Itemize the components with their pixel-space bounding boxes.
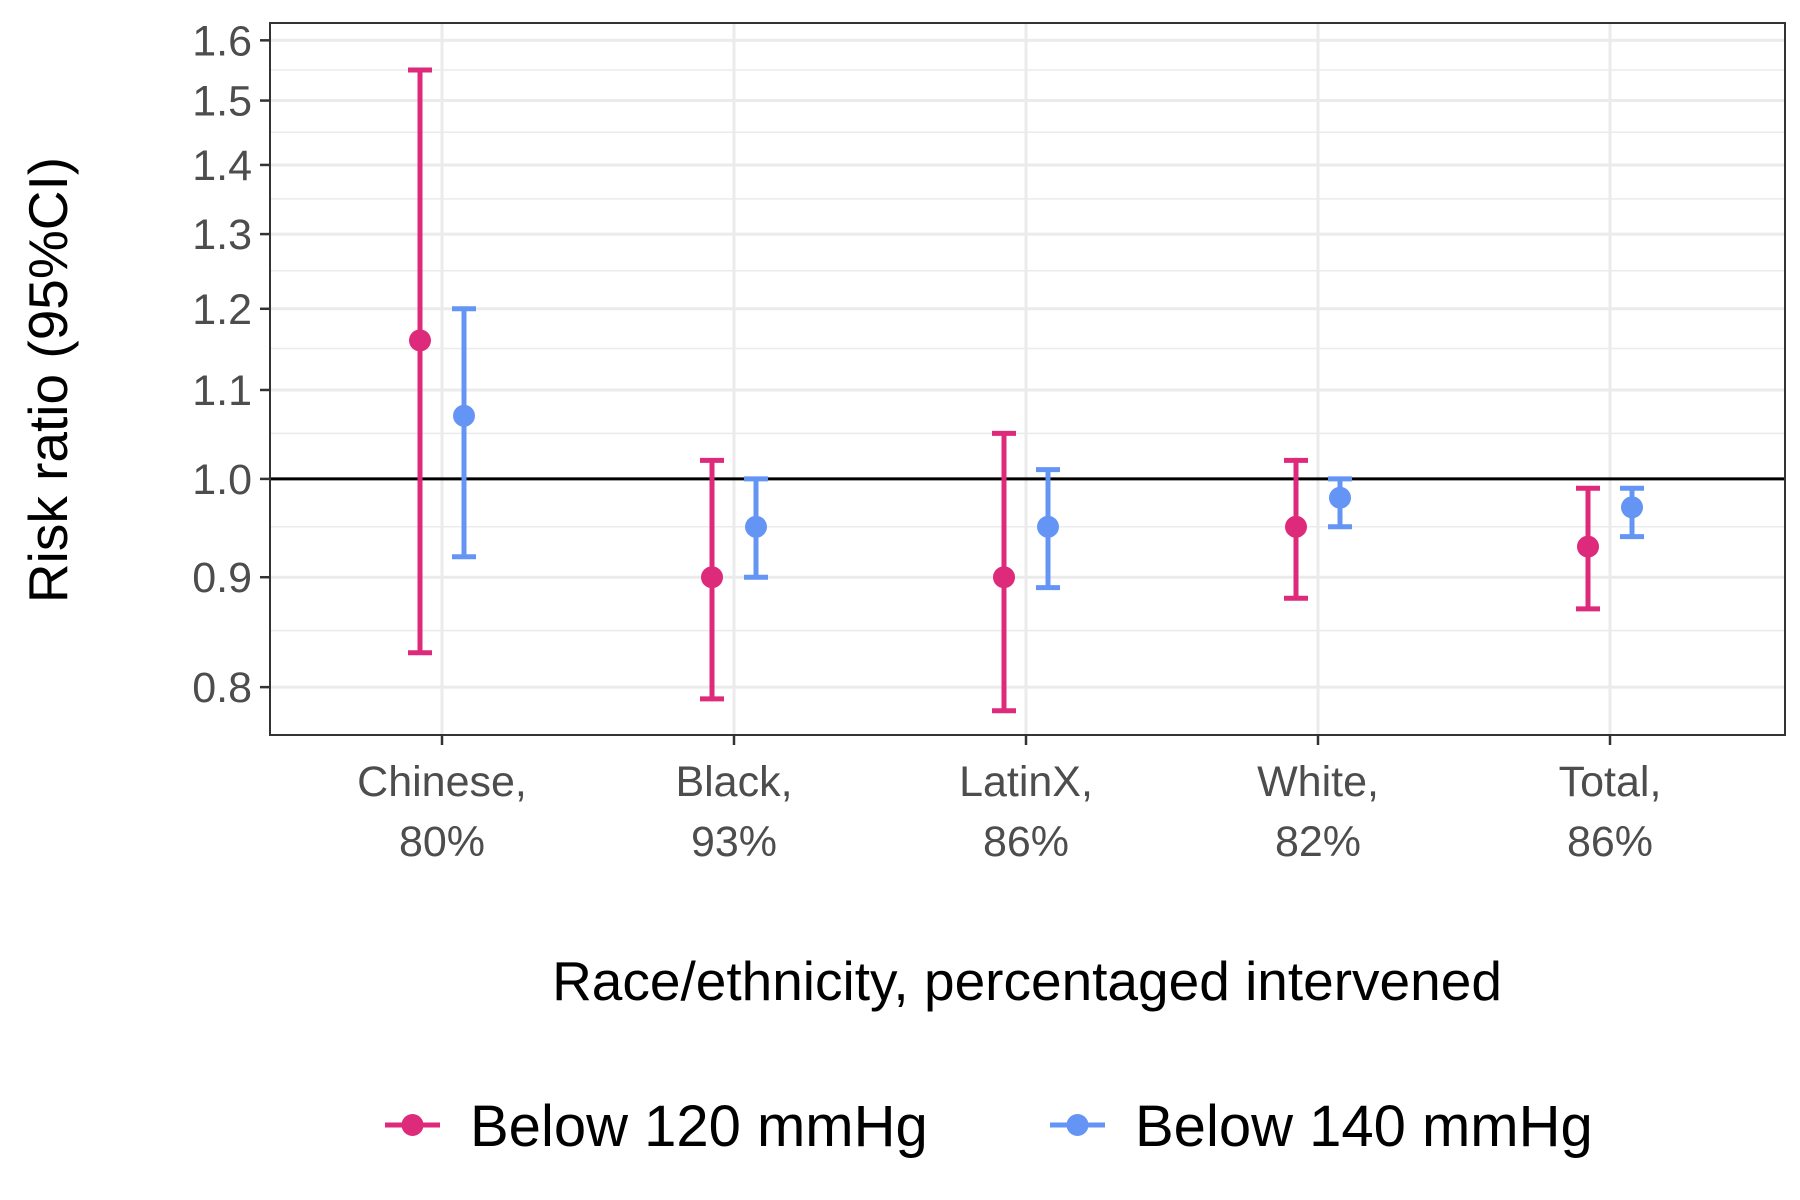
legend: Below 120 mmHg Below 140 mmHg xyxy=(385,1094,1593,1159)
point-estimate xyxy=(993,566,1015,589)
x-tick-label: 86% xyxy=(1567,818,1653,866)
x-tick-label: LatinX, xyxy=(959,758,1093,806)
y-tick-label: 1.5 xyxy=(192,78,252,126)
x-tick-label: Total, xyxy=(1559,758,1662,806)
point-estimate xyxy=(1285,515,1307,538)
y-axis: 0.8 0.9 1.0 1.1 1.2 1.3 1.4 1.5 1.6 xyxy=(192,17,270,712)
point-estimate xyxy=(701,566,723,589)
x-tick-label: 82% xyxy=(1275,818,1361,866)
point-estimate xyxy=(1037,515,1059,538)
y-axis-title: Risk ratio (95%CI) xyxy=(17,157,79,603)
point-estimate xyxy=(453,404,475,427)
point-estimate xyxy=(1621,496,1643,519)
y-tick-label: 1.6 xyxy=(192,17,252,65)
x-tick-label: Chinese, xyxy=(357,758,527,806)
error-bar-marks xyxy=(408,67,1644,714)
y-tick-label: 1.1 xyxy=(192,367,252,415)
point-estimate xyxy=(1577,535,1599,558)
x-tick-label: 93% xyxy=(691,818,777,866)
y-tick-label: 1.4 xyxy=(192,142,252,190)
x-tick-label: 80% xyxy=(399,818,485,866)
x-axis: Chinese, 80% Black, 93% LatinX, 86% White, 82% T… xyxy=(357,735,1661,866)
legend-label: Below 140 mmHg xyxy=(1135,1094,1593,1159)
y-tick-label: 0.8 xyxy=(192,664,252,712)
grid-lines xyxy=(270,23,1785,735)
y-tick-label: 1.0 xyxy=(192,456,252,504)
point-estimate xyxy=(745,515,767,538)
y-tick-label: 1.2 xyxy=(192,286,252,334)
point-estimate xyxy=(1329,486,1351,509)
y-tick-label: 1.3 xyxy=(192,211,252,259)
x-axis-title: Race/ethnicity, percentaged intervened xyxy=(552,950,1502,1012)
legend-label: Below 120 mmHg xyxy=(470,1094,928,1159)
plot-panel-border xyxy=(269,22,1786,736)
point-estimate xyxy=(409,329,431,352)
x-tick-label: Black, xyxy=(675,758,792,806)
x-tick-label: White, xyxy=(1257,758,1379,806)
legend-key-point xyxy=(1066,1114,1089,1136)
y-tick-label: 0.9 xyxy=(192,554,252,602)
x-tick-label: 86% xyxy=(983,818,1069,866)
legend-key-point xyxy=(401,1114,424,1136)
